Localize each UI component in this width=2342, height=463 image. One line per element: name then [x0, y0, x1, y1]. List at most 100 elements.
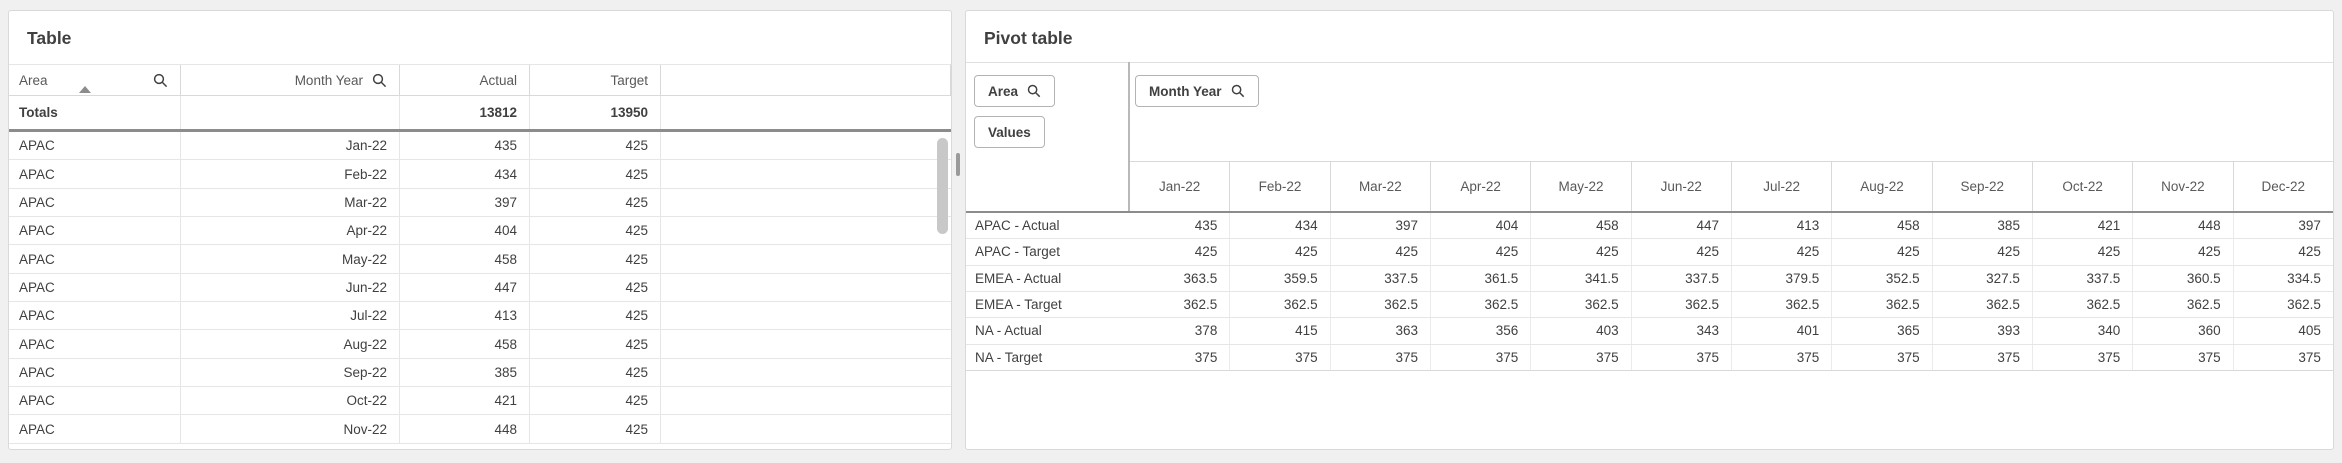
column-header-month-year[interactable]: Month Year	[181, 65, 400, 95]
cell-area[interactable]: APAC	[9, 330, 181, 358]
pivot-value-cell: 375	[1831, 344, 1931, 370]
pivot-column-header[interactable]: Sep-22	[1931, 162, 2032, 211]
pivot-row-label[interactable]: NA - Actual	[975, 323, 1042, 339]
pivot-column-header[interactable]: Aug-22	[1831, 162, 1931, 211]
cell-area[interactable]: APAC	[9, 273, 181, 302]
cell-area[interactable]: APAC	[9, 387, 181, 415]
cell-month-year[interactable]: Feb-22	[181, 160, 400, 188]
table-row: APAC Jan-22 435 425	[9, 132, 951, 161]
cell-month-year[interactable]: Jul-22	[181, 302, 400, 330]
column-header-target[interactable]: Target	[530, 65, 661, 95]
pivot-row-label[interactable]: EMEA - Target	[975, 297, 1062, 313]
pivot-value-cell: 378	[1194, 323, 1218, 339]
pivot-column-header[interactable]: Jul-22	[1730, 162, 1831, 211]
pivot-value-cell: 375	[2232, 344, 2333, 370]
table-row: APAC Mar-22 397 425	[9, 188, 951, 218]
table-row: APAC Apr-22 404 425	[9, 217, 951, 246]
pivot-value-cell: 425	[1831, 239, 1931, 265]
pivot-column-header[interactable]: Jun-22	[1630, 162, 1731, 211]
pivot-value-cell: 405	[2232, 318, 2333, 344]
pivot-row-label[interactable]: APAC - Actual	[975, 218, 1060, 234]
pivot-value-cell: 361.5	[1429, 265, 1530, 291]
pivot-value-cell: 448	[2132, 213, 2232, 239]
pivot-value-cell: 340	[2031, 318, 2132, 344]
pivot-column-header[interactable]: Dec-22	[2232, 162, 2333, 211]
pivot-row: EMEA - Target 362.5 362.5 362.5 362.5 362.5 36…	[966, 291, 2333, 319]
cell-spacer	[661, 415, 951, 442]
pivot-row: NA - Actual 378 415 363 356 403 343 401 365 393 34…	[966, 318, 2333, 345]
pivot-value-cell: 425	[1329, 239, 1430, 265]
pivot-column-header[interactable]: May-22	[1530, 162, 1630, 211]
column-header-spacer	[661, 65, 951, 95]
pivot-value-cell: 458	[1831, 213, 1931, 239]
search-icon[interactable]	[153, 73, 168, 88]
cell-spacer	[661, 274, 951, 301]
pivot-row-label[interactable]: APAC - Target	[975, 244, 1061, 260]
vertical-scrollbar-thumb[interactable]	[937, 138, 948, 234]
pivot-value-cell: 334.5	[2232, 265, 2333, 291]
pivot-value-cell: 360.5	[2132, 265, 2232, 291]
column-header-actual[interactable]: Actual	[400, 65, 530, 95]
column-header-area[interactable]: Area	[9, 65, 181, 95]
pivot-value-cell: 375	[1530, 344, 1630, 370]
pivot-panel-title: Pivot table	[984, 28, 1073, 48]
pivot-column-header[interactable]: Mar-22	[1329, 162, 1430, 211]
cell-month-year[interactable]: Nov-22	[181, 415, 400, 443]
cell-month-year[interactable]: Aug-22	[181, 330, 400, 358]
pivot-value-cell: 375	[1329, 344, 1430, 370]
pivot-value-cell: 425	[2031, 239, 2132, 265]
pivot-row-label[interactable]: EMEA - Actual	[975, 270, 1062, 286]
pivot-row-label[interactable]: NA - Target	[975, 349, 1043, 365]
pivot-value-cell: 341.5	[1530, 265, 1630, 291]
table-row: APAC May-22 458 425	[9, 245, 951, 274]
totals-actual: 13812	[400, 96, 530, 129]
cell-area[interactable]: APAC	[9, 217, 181, 245]
cell-area[interactable]: APAC	[9, 415, 181, 443]
pivot-value-cell: 365	[1831, 318, 1931, 344]
pivot-value-cell: 337.5	[1329, 265, 1430, 291]
search-icon[interactable]	[372, 73, 387, 88]
pivot-value-cell: 393	[1931, 318, 2032, 344]
pivot-row: APAC - Target 425 425 425 425 425 425 425 425 425…	[966, 239, 2333, 266]
chip-month-year-label: Month Year	[1149, 83, 1222, 99]
pivot-column-header[interactable]: Jan-22	[1159, 179, 1201, 194]
cell-area[interactable]: APAC	[9, 358, 181, 387]
pivot-value-cell: 379.5	[1730, 265, 1831, 291]
cell-spacer	[661, 359, 951, 386]
cell-month-year[interactable]: Jan-22	[181, 132, 400, 160]
pivot-value-cell: 404	[1429, 213, 1530, 239]
totals-row: Totals 13812 13950	[9, 96, 951, 129]
panel-resize-handle[interactable]	[956, 153, 960, 176]
table-panel-title: Table	[27, 28, 72, 48]
column-dimension-chip-month-year[interactable]: Month Year	[1135, 75, 1259, 107]
search-icon[interactable]	[1231, 84, 1245, 98]
pivot-column-header[interactable]: Feb-22	[1229, 162, 1329, 211]
cell-month-year[interactable]: Mar-22	[181, 188, 400, 217]
cell-spacer	[661, 132, 951, 159]
pivot-column-header[interactable]: Nov-22	[2132, 162, 2232, 211]
cell-area[interactable]: APAC	[9, 245, 181, 273]
cell-spacer	[661, 330, 951, 357]
row-dimension-chip-area[interactable]: Area	[974, 75, 1056, 107]
cell-month-year[interactable]: Jun-22	[181, 273, 400, 302]
pivot-column-header[interactable]: Oct-22	[2031, 162, 2132, 211]
pivot-value-cell: 363.5	[1183, 270, 1218, 286]
column-header-actual-label: Actual	[479, 72, 517, 88]
pivot-column-header[interactable]: Apr-22	[1429, 162, 1530, 211]
cell-area[interactable]: APAC	[9, 188, 181, 217]
values-chip[interactable]: Values	[974, 116, 1045, 148]
search-icon[interactable]	[1027, 84, 1041, 98]
sort-ascending-icon	[79, 86, 91, 93]
cell-target: 425	[530, 302, 661, 330]
cell-area[interactable]: APAC	[9, 132, 181, 160]
cell-month-year[interactable]: May-22	[181, 245, 400, 273]
cell-month-year[interactable]: Sep-22	[181, 358, 400, 387]
cell-month-year[interactable]: Apr-22	[181, 217, 400, 245]
pivot-value-cell: 375	[1194, 349, 1218, 365]
cell-actual: 434	[400, 160, 530, 188]
cell-month-year[interactable]: Oct-22	[181, 387, 400, 415]
cell-area[interactable]: APAC	[9, 302, 181, 330]
table-row: APAC Jul-22 413 425	[9, 302, 951, 331]
cell-area[interactable]: APAC	[9, 160, 181, 188]
pivot-value-cell: 458	[1530, 213, 1630, 239]
